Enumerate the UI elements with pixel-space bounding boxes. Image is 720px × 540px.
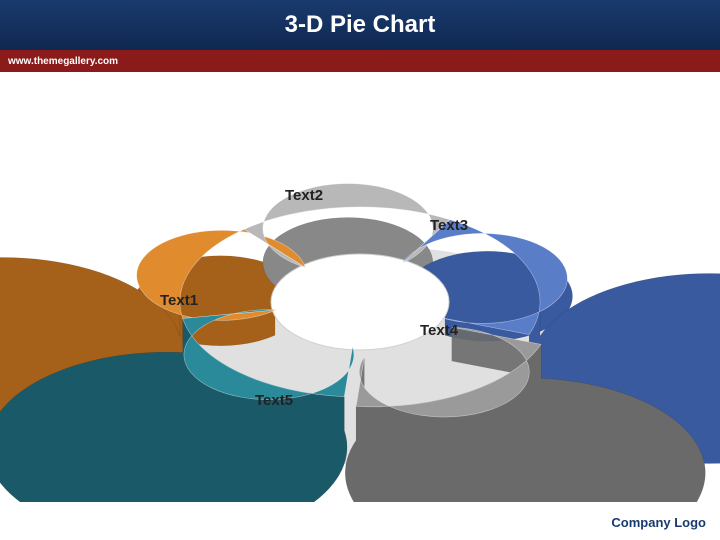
- slice-label-s1: Text1: [160, 292, 198, 309]
- chart-area: Text1 Text2 Text3 Text4 Text5: [0, 72, 720, 502]
- slice-label-s4: Text4: [420, 322, 458, 339]
- slice-label-s3: Text3: [430, 217, 468, 234]
- company-logo-text: Company Logo: [611, 515, 706, 530]
- source-url: www.themegallery.com: [8, 56, 118, 67]
- page-title: 3-D Pie Chart: [285, 11, 436, 39]
- donut-3d-chart: [0, 72, 720, 502]
- header-bar: 3-D Pie Chart: [0, 0, 720, 50]
- slice-label-s2: Text2: [285, 187, 323, 204]
- slice-label-s5: Text5: [255, 392, 293, 409]
- sub-bar: www.themegallery.com: [0, 50, 720, 72]
